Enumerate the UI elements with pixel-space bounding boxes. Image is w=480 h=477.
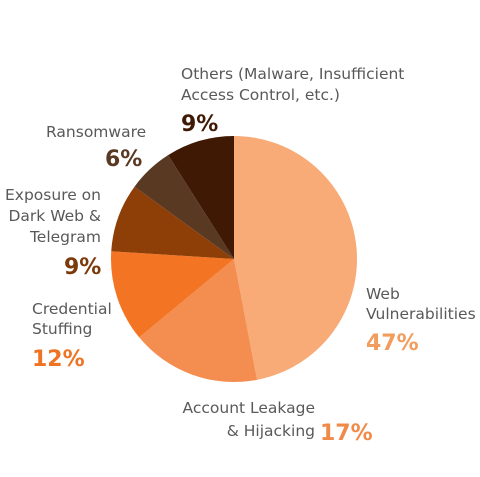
pie-slice-6 [168, 136, 234, 259]
slice-value-dark-web: 9% [64, 255, 101, 280]
slice-value-others: 9% [181, 112, 218, 137]
pie-slice-1 [234, 136, 357, 380]
pie-slices [110, 136, 357, 382]
pie-slice-5 [134, 155, 234, 259]
label-dark-web-exposure: Exposure on Dark Web & Telegram 9% [5, 186, 101, 280]
label-credential-stuffing: Credential Stuffing 12% [32, 300, 112, 372]
slice-label-dark-web-line-2: Dark Web & [8, 207, 101, 225]
slice-label-web-vulnerabilities-line-2: Vulnerabilities [366, 305, 476, 323]
slice-value-account-leakage: 17% [320, 421, 373, 446]
slice-label-account-leakage-line-2: & Hijacking [227, 422, 315, 440]
slice-label-account-leakage-line-1: Account Leakage [183, 399, 315, 417]
slice-value-web-vulnerabilities: 47% [366, 331, 419, 356]
slice-label-others-line-2: Access Control, etc.) [181, 86, 340, 104]
pie-slice-2 [139, 259, 258, 382]
slice-value-credential-stuffing: 12% [32, 347, 85, 372]
slice-label-dark-web-line-1: Exposure on [5, 186, 101, 204]
slice-label-credential-stuffing-line-2: Stuffing [32, 320, 92, 338]
pie-slice-3 [110, 251, 234, 338]
label-others: Others (Malware, Insufficient Access Con… [181, 65, 404, 137]
slice-value-ransomware: 6% [105, 147, 142, 172]
label-ransomware: Ransomware 6% [46, 123, 146, 172]
slice-label-credential-stuffing-line-1: Credential [32, 300, 112, 318]
slice-label-dark-web-line-3: Telegram [29, 228, 101, 246]
slice-label-web-vulnerabilities-line-1: Web [366, 285, 400, 303]
slice-label-ransomware: Ransomware [46, 123, 146, 141]
slice-label-others-line-1: Others (Malware, Insufficient [181, 65, 404, 83]
label-web-vulnerabilities: Web Vulnerabilities 47% [366, 285, 476, 356]
label-account-leakage: Account Leakage & Hijacking 17% [183, 399, 373, 446]
pie-slice-4 [111, 186, 234, 259]
